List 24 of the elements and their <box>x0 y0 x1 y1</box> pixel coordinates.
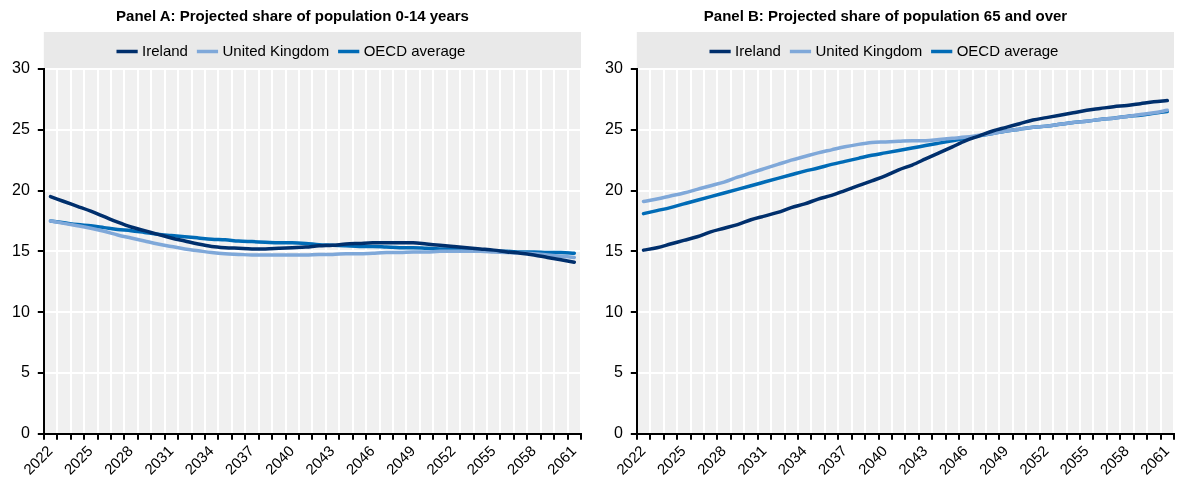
y-tick-label: 20 <box>605 180 623 198</box>
y-tick-label: 25 <box>605 120 623 138</box>
legend-label: OECD average <box>363 41 466 59</box>
y-tick-label: 10 <box>12 302 30 320</box>
legend-label: OECD average <box>956 41 1059 59</box>
y-tick-label: 30 <box>12 59 30 77</box>
y-tick-label: 20 <box>12 180 30 198</box>
y-tick-label: 5 <box>20 363 30 381</box>
chart-title: Panel B: Projected share of population 65 and over <box>703 7 1068 25</box>
y-tick-label: 15 <box>12 241 30 259</box>
y-tick-label: 15 <box>605 241 623 259</box>
y-tick-label: 0 <box>613 424 623 442</box>
y-tick-label: 10 <box>605 302 623 320</box>
line-series <box>48 194 577 265</box>
legend-label: United Kingdom <box>815 41 923 59</box>
legend-label: Ireland <box>142 41 188 59</box>
y-tick-label: 25 <box>12 120 30 138</box>
y-tick-label: 5 <box>613 363 623 381</box>
y-tick-label: 30 <box>605 59 623 77</box>
legend-label: United Kingdom <box>222 41 330 59</box>
line-series <box>641 98 1170 252</box>
y-tick-label: 0 <box>20 424 30 442</box>
chart-title: Panel A: Projected share of population 0-14 years <box>116 7 469 25</box>
legend-label: Ireland <box>735 41 781 59</box>
